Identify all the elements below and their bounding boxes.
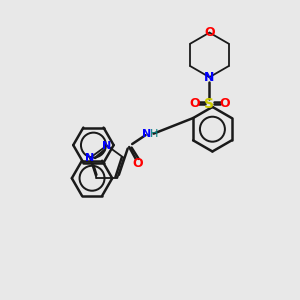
Text: O: O: [204, 26, 215, 39]
Text: H: H: [149, 129, 158, 139]
Text: O: O: [189, 98, 200, 110]
Text: N: N: [85, 153, 94, 163]
Text: N: N: [204, 71, 214, 84]
Text: S: S: [204, 97, 214, 111]
Text: N: N: [102, 140, 112, 151]
Text: N: N: [142, 129, 151, 139]
Text: O: O: [133, 157, 143, 170]
Text: O: O: [219, 98, 230, 110]
